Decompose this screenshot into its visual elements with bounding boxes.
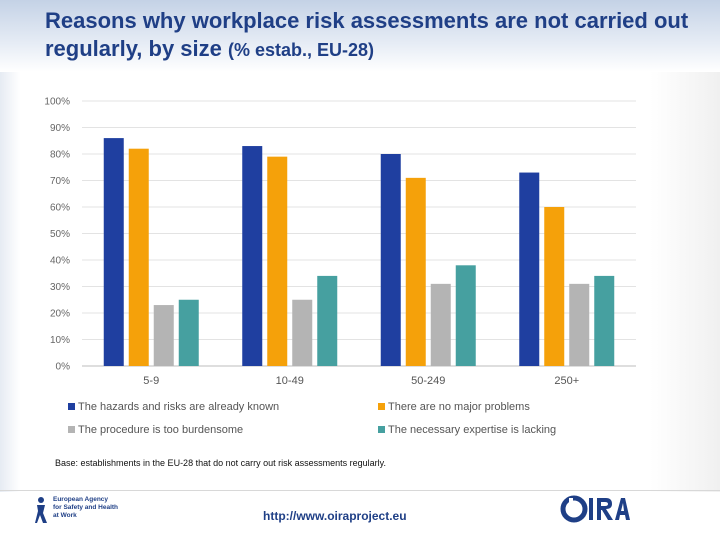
y-tick-label: 80%: [50, 150, 70, 161]
footer-divider: [0, 490, 720, 491]
legend-label: There are no major problems: [388, 401, 530, 413]
bar-chart: 0% 10% 20% 30% 40% 50% 60% 70% 80% 90% 100% 5-9 10-4…: [44, 97, 636, 436]
chart-base-note: Base: establishments in the EU-28 that d…: [55, 458, 386, 468]
bar: [317, 275, 338, 366]
slide-title-main: Reasons why workplace risk assessments a…: [45, 8, 689, 61]
bar: [405, 177, 426, 366]
oira-logo: [560, 495, 630, 523]
slide-title: Reasons why workplace risk assessments a…: [45, 7, 705, 64]
left-shade: [0, 72, 20, 492]
bar: [267, 156, 288, 366]
legend-swatch: [378, 403, 385, 410]
y-tick-label: 30%: [50, 282, 70, 293]
bar: [380, 154, 401, 366]
slide-title-suffix: (% estab., EU-28): [228, 40, 375, 60]
bar: [153, 305, 174, 366]
legend-label: The procedure is too burdensome: [78, 424, 243, 436]
bar: [569, 283, 590, 366]
x-tick-label: 250+: [554, 375, 579, 387]
bar: [544, 207, 565, 366]
legend-swatch: [68, 426, 75, 433]
legend-swatch: [68, 403, 75, 410]
title-band: [0, 0, 720, 72]
x-tick-label: 5-9: [143, 375, 159, 387]
bar: [128, 148, 149, 366]
y-tick-label: 50%: [50, 229, 70, 240]
bar: [103, 138, 124, 366]
legend-swatch: [378, 426, 385, 433]
bar: [594, 275, 615, 366]
bar: [242, 146, 263, 366]
footer-url[interactable]: http://www.oiraproject.eu: [263, 509, 407, 523]
bar: [292, 299, 313, 366]
y-tick-label: 100%: [44, 97, 70, 108]
bar: [455, 265, 476, 366]
bar: [430, 283, 451, 366]
bar: [519, 172, 540, 366]
agency-name: European Agency for Safety and Health at…: [53, 496, 133, 520]
agency-name-line: for Safety and Health: [53, 504, 119, 511]
bar: [178, 299, 199, 366]
y-tick-label: 0%: [56, 362, 71, 373]
y-tick-label: 70%: [50, 176, 70, 187]
y-tick-label: 60%: [50, 203, 70, 214]
y-tick-label: 20%: [50, 309, 70, 320]
y-tick-label: 40%: [50, 256, 70, 267]
x-tick-label: 50-249: [411, 375, 445, 387]
right-shade: [650, 72, 720, 492]
x-tick-label: 10-49: [276, 375, 304, 387]
agency-logo: European Agency for Safety and Health at…: [35, 496, 125, 524]
legend-label: The hazards and risks are already known: [78, 401, 279, 413]
y-tick-label: 90%: [50, 123, 70, 134]
agency-name-line: European Agency: [53, 496, 109, 503]
y-tick-label: 10%: [50, 335, 70, 346]
agency-name-line: at Work: [53, 512, 77, 519]
agency-figure-icon: [35, 497, 47, 523]
legend-label: The necessary expertise is lacking: [388, 424, 556, 436]
